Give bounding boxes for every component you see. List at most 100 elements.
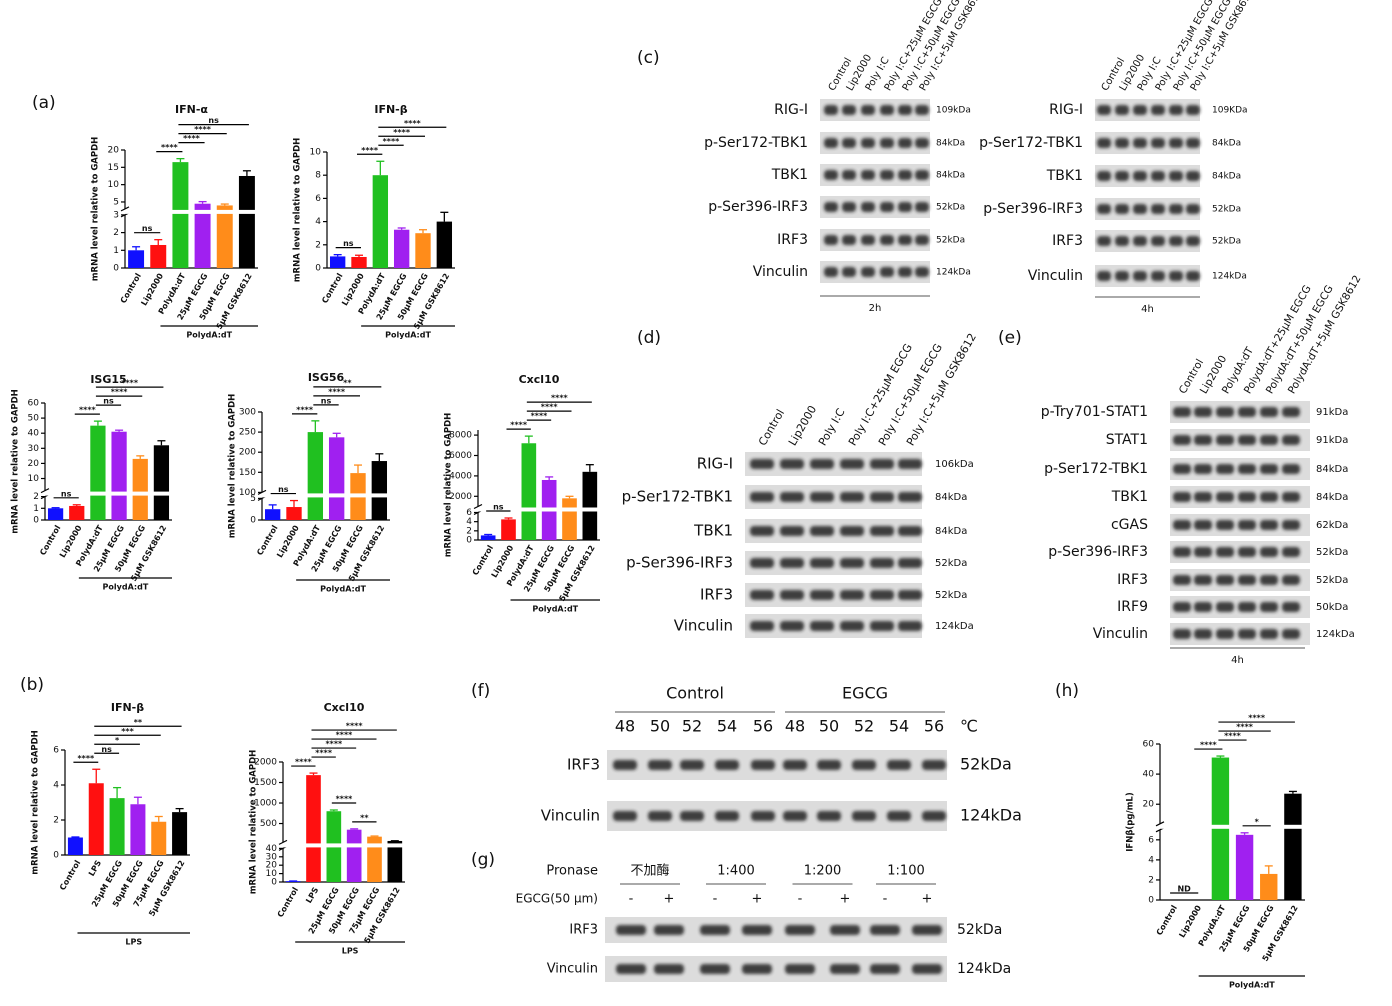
temperature-label: 52	[854, 717, 874, 736]
protein-label: RIG-I	[697, 455, 733, 473]
y-axis-label: mRNA level relative to GAPDH	[249, 750, 259, 895]
significance: ND	[1177, 885, 1191, 894]
blot-band	[842, 235, 856, 245]
bar	[109, 798, 125, 855]
blot-band	[842, 202, 856, 212]
y-tick-label: 40	[1143, 770, 1155, 780]
blot-band	[654, 964, 684, 974]
bar	[67, 837, 83, 855]
lane-label: Poly I:C	[816, 406, 848, 448]
blot-band	[840, 621, 864, 631]
y-tick-label: 0	[53, 851, 59, 861]
significance: ****	[361, 146, 379, 155]
blot-band	[1238, 492, 1256, 502]
protein-label: p-Try701-STAT1	[1041, 404, 1148, 420]
blot-band	[1133, 271, 1147, 281]
protein-label: TBK1	[693, 522, 733, 540]
blot-band	[1238, 520, 1256, 530]
chart-title: ISG56	[308, 371, 345, 384]
kda-label: 84kDa	[936, 171, 965, 181]
blot-band	[915, 105, 929, 115]
bar	[521, 443, 537, 540]
protein-label: TBK1	[1046, 168, 1083, 184]
blot-band	[1097, 236, 1111, 246]
bar	[1284, 793, 1302, 900]
significance: ns	[321, 396, 332, 405]
blot-band	[1151, 271, 1165, 281]
chart-title: Cxcl10	[519, 373, 560, 386]
time-label: 4h	[1141, 304, 1154, 315]
blot-band	[1194, 407, 1212, 417]
significance: ****	[77, 754, 95, 763]
blot-band	[785, 925, 815, 935]
significance: ****	[328, 387, 346, 396]
y-axis-label: mRNA level relative to GAPDH	[228, 394, 238, 539]
time-label: 2h	[869, 303, 882, 314]
kda-label: 52kDa	[936, 203, 965, 213]
significance: ****	[1200, 741, 1218, 750]
y-tick-label: 20	[1143, 800, 1155, 810]
protein-label: p-Ser396-IRF3	[1048, 544, 1148, 560]
protein-label: STAT1	[1106, 432, 1148, 448]
blot-band	[1194, 602, 1212, 612]
significance: ns	[103, 397, 114, 406]
protein-label: IRF3	[1052, 233, 1083, 249]
significance: ****	[194, 125, 212, 134]
kda-label: 124kDa	[935, 621, 974, 632]
protein-label: TBK1	[771, 167, 808, 183]
kda-label: 91kDa	[1316, 435, 1348, 446]
blot-band	[1151, 204, 1165, 214]
blot-band	[861, 202, 875, 212]
blot-band	[1238, 575, 1256, 585]
blot-band	[824, 235, 838, 245]
blot-band	[783, 760, 807, 770]
blot-band	[842, 170, 856, 180]
blot-band	[810, 621, 834, 631]
blot-strip	[1095, 132, 1200, 154]
blot-band	[915, 202, 929, 212]
blot-band	[1151, 138, 1165, 148]
blot-band	[842, 138, 856, 148]
blot-band	[616, 964, 646, 974]
y-tick-label: 2	[53, 816, 59, 826]
blot-band	[1173, 602, 1191, 612]
lane-label: Lip2000	[786, 403, 819, 448]
kda-label: 52kDa	[1316, 575, 1348, 586]
x-tick-label: Control	[58, 859, 82, 892]
break-gap	[284, 843, 406, 848]
x-tick-label: Control	[1155, 904, 1179, 937]
y-tick-label: 2000	[449, 492, 472, 502]
blot-band	[824, 202, 838, 212]
blot-band	[648, 760, 672, 770]
axis-break	[40, 488, 50, 494]
y-axis-label: IFNβ(pg/mL)	[1126, 792, 1136, 852]
blot-band	[1133, 204, 1147, 214]
blot-band	[750, 459, 774, 469]
kda-label: 124kDa	[1316, 629, 1355, 640]
blot-band	[1186, 236, 1200, 246]
significance: ****	[1224, 732, 1242, 741]
blot-band	[898, 105, 912, 115]
y-tick-label: 6	[315, 194, 321, 204]
blot-band	[785, 964, 815, 974]
bar	[346, 829, 362, 882]
blot-band	[898, 526, 922, 536]
blot-band	[1216, 464, 1234, 474]
kda-label: 84kDa	[935, 492, 967, 503]
blot-band	[810, 492, 834, 502]
blot-band	[912, 925, 942, 935]
blot-band	[1169, 105, 1183, 115]
blot-band	[680, 811, 704, 821]
kda-label: 52kDa	[1316, 547, 1348, 558]
blot-band	[1282, 629, 1300, 639]
bar	[264, 509, 281, 520]
y-tick-label: 4	[466, 517, 472, 527]
significance: **	[360, 813, 369, 822]
axis-break	[473, 503, 483, 510]
bar	[150, 244, 167, 268]
kda-label: 52kDa	[1212, 205, 1241, 215]
protein-label: p-Ser172-TBK1	[1044, 461, 1148, 477]
unit-label: ℃	[960, 717, 978, 736]
blot-band	[880, 202, 894, 212]
blot-band	[1282, 575, 1300, 585]
